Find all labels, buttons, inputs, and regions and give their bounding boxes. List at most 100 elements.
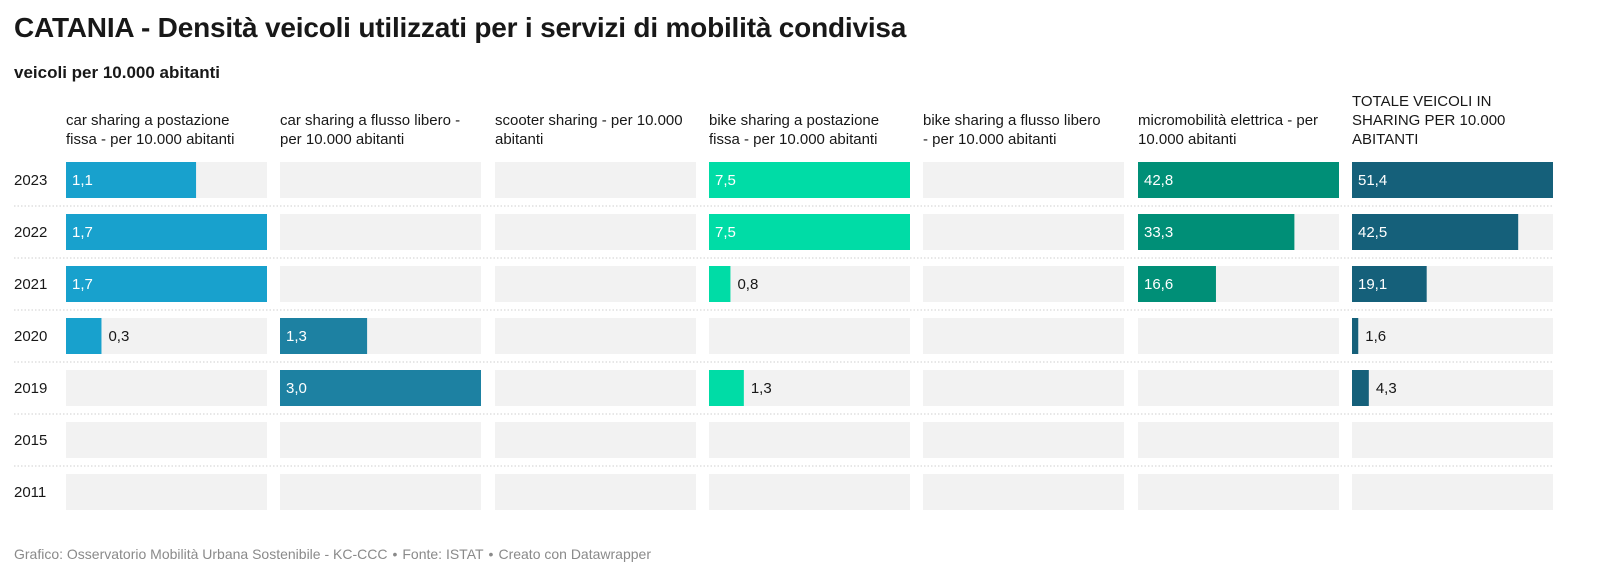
column-header: micromobilità elettrica - per 10.000 abit… <box>1138 112 1318 148</box>
bar <box>1352 266 1427 302</box>
bar-background <box>495 474 696 510</box>
data-label: 1,6 <box>1365 328 1386 345</box>
bar <box>709 266 731 302</box>
chart-footer: Grafico: Osservatorio Mobilità Urbana So… <box>14 546 651 562</box>
bar <box>1138 214 1295 250</box>
column-header-line: fissa - per 10.000 abitanti <box>66 131 234 148</box>
bar-background <box>495 266 696 302</box>
column-header-line: per 10.000 abitanti <box>280 131 404 148</box>
row-label-year: 2019 <box>14 380 47 397</box>
bar-background <box>280 266 481 302</box>
bar <box>709 214 910 250</box>
column-header-line: SHARING PER 10.000 <box>1352 112 1505 129</box>
bar-background <box>66 422 267 458</box>
footer-separator: • <box>392 546 398 562</box>
bar <box>1352 214 1519 250</box>
bar-background <box>1352 370 1553 406</box>
bar <box>280 370 481 406</box>
data-label: 19,1 <box>1358 276 1387 293</box>
bar-background <box>923 474 1124 510</box>
bar <box>1352 318 1359 354</box>
data-label: 1,3 <box>751 380 772 397</box>
bar-background <box>709 318 910 354</box>
column-header-line: scooter sharing - per 10.000 <box>495 112 683 129</box>
footer-tool: Creato con Datawrapper <box>498 546 651 562</box>
column-header: scooter sharing - per 10.000 abitanti <box>495 112 683 148</box>
bar <box>1352 162 1553 198</box>
bar-background <box>1138 318 1339 354</box>
column-header: bike sharing a flusso libero - per 10.000… <box>923 112 1101 148</box>
bar-background <box>280 214 481 250</box>
bar-background <box>495 318 696 354</box>
data-label: 42,8 <box>1144 172 1173 189</box>
bar-background <box>66 370 267 406</box>
bar-background <box>495 370 696 406</box>
row-label-year: 2021 <box>14 276 47 293</box>
bar-background <box>495 422 696 458</box>
data-label: 1,1 <box>72 172 93 189</box>
bar-background <box>923 214 1124 250</box>
chart-subtitle: veicoli per 10.000 abitanti <box>14 63 220 82</box>
bar <box>66 266 267 302</box>
bar-background <box>923 318 1124 354</box>
row-label-year: 2011 <box>14 484 46 501</box>
bar-background <box>495 214 696 250</box>
bar-background <box>709 422 910 458</box>
bar-background <box>1138 422 1339 458</box>
column-header-line: abitanti <box>495 131 543 148</box>
column-header: TOTALE VEICOLI IN SHARING PER 10.000 ABITA… <box>1352 93 1505 148</box>
bar-background <box>709 266 910 302</box>
bar <box>1138 162 1339 198</box>
bar-background <box>923 162 1124 198</box>
footer-credit: Grafico: Osservatorio Mobilità Urbana So… <box>14 546 388 562</box>
data-label: 7,5 <box>715 172 736 189</box>
column-header-line: bike sharing a flusso libero <box>923 112 1101 129</box>
data-label: 1,7 <box>72 276 93 293</box>
data-label: 1,3 <box>286 328 307 345</box>
column-header-line: car sharing a flusso libero - <box>280 112 460 129</box>
column-header-line: TOTALE VEICOLI IN <box>1352 93 1491 110</box>
column-header-line: car sharing a postazione <box>66 112 229 129</box>
bar-background <box>1352 474 1553 510</box>
bar-background <box>1352 422 1553 458</box>
row-label-year: 2023 <box>14 172 47 189</box>
column-header-line: - per 10.000 abitanti <box>923 131 1056 148</box>
bar-background <box>66 474 267 510</box>
data-label: 16,6 <box>1144 276 1173 293</box>
data-label: 3,0 <box>286 380 307 397</box>
footer-separator: • <box>488 546 494 562</box>
data-label: 42,5 <box>1358 224 1387 241</box>
bar-background <box>923 266 1124 302</box>
bar <box>709 370 744 406</box>
bar <box>709 162 910 198</box>
bar <box>66 214 267 250</box>
data-label: 33,3 <box>1144 224 1173 241</box>
bar-chart: car sharing a postazione fissa - per 10.0… <box>14 93 1553 510</box>
data-label: 0,3 <box>108 328 129 345</box>
bar-background <box>709 474 910 510</box>
data-label: 1,7 <box>72 224 93 241</box>
bar-background <box>280 422 481 458</box>
chart-title: CATANIA - Densità veicoli utilizzati per… <box>14 12 907 43</box>
column-header: car sharing a postazione fissa - per 10.0… <box>66 112 234 148</box>
bar-background <box>1138 474 1339 510</box>
bar-background <box>923 422 1124 458</box>
bar <box>280 318 368 354</box>
column-header-line: 10.000 abitanti <box>1138 131 1236 148</box>
bar <box>66 162 197 198</box>
bar <box>1352 370 1369 406</box>
column-header-line: fissa - per 10.000 abitanti <box>709 131 877 148</box>
footer-source: Fonte: ISTAT <box>402 546 484 562</box>
column-header-line: bike sharing a postazione <box>709 112 879 129</box>
bar-background <box>280 474 481 510</box>
bar <box>66 318 102 354</box>
bar-background <box>495 162 696 198</box>
row-label-year: 2015 <box>14 432 47 449</box>
data-label: 4,3 <box>1376 380 1397 397</box>
bar-background <box>923 370 1124 406</box>
bar-background <box>1138 370 1339 406</box>
row-label-year: 2020 <box>14 328 47 345</box>
data-label: 51,4 <box>1358 172 1387 189</box>
bar-background <box>1352 318 1553 354</box>
data-label: 7,5 <box>715 224 736 241</box>
